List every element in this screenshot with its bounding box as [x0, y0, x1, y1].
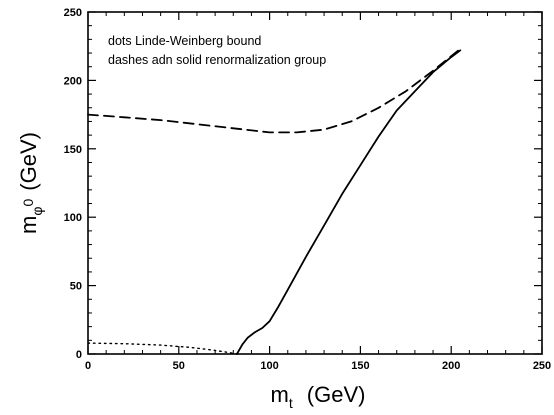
- y-tick-label: 50: [70, 281, 82, 293]
- series-line-dotted: [87, 342, 238, 355]
- lines-layer: [87, 48, 462, 355]
- y-axis-main: m: [16, 216, 41, 234]
- y-axis-superscript: 0: [20, 199, 36, 207]
- x-tick-label: 250: [533, 360, 551, 372]
- y-tick-label: 150: [64, 144, 82, 156]
- y-axis-title: mφ0 (GeV): [16, 132, 45, 234]
- x-tick-label: 150: [351, 360, 369, 372]
- y-axis-unit: (GeV): [16, 132, 41, 191]
- x-tick-label: 0: [85, 360, 91, 372]
- y-tick-label: 200: [64, 75, 82, 87]
- annotation-line-1: dots Linde-Weinberg bound: [108, 34, 261, 48]
- series-line-dashed: [87, 48, 462, 134]
- ticks-layer: 0 50 100 150 200 250 0 50 100 150 200 250: [64, 7, 552, 372]
- y-tick-label: 250: [64, 7, 82, 19]
- x-axis-title: mt (GeV): [271, 382, 366, 411]
- series-line-solid: [236, 49, 462, 355]
- x-axis-main: m: [271, 382, 289, 407]
- x-tick-label: 100: [260, 360, 278, 372]
- y-tick-label: 100: [64, 212, 82, 224]
- y-axis-subscript: φ: [29, 207, 45, 216]
- x-tick-label: 50: [173, 360, 185, 372]
- annotation-line-2: dashes adn solid renormalization group: [108, 53, 326, 67]
- plot-frame: [87, 11, 543, 355]
- y-tick-label: 0: [76, 349, 82, 361]
- x-axis-unit: (GeV): [307, 382, 366, 407]
- x-axis-subscript: t: [289, 395, 293, 411]
- x-tick-label: 200: [442, 360, 460, 372]
